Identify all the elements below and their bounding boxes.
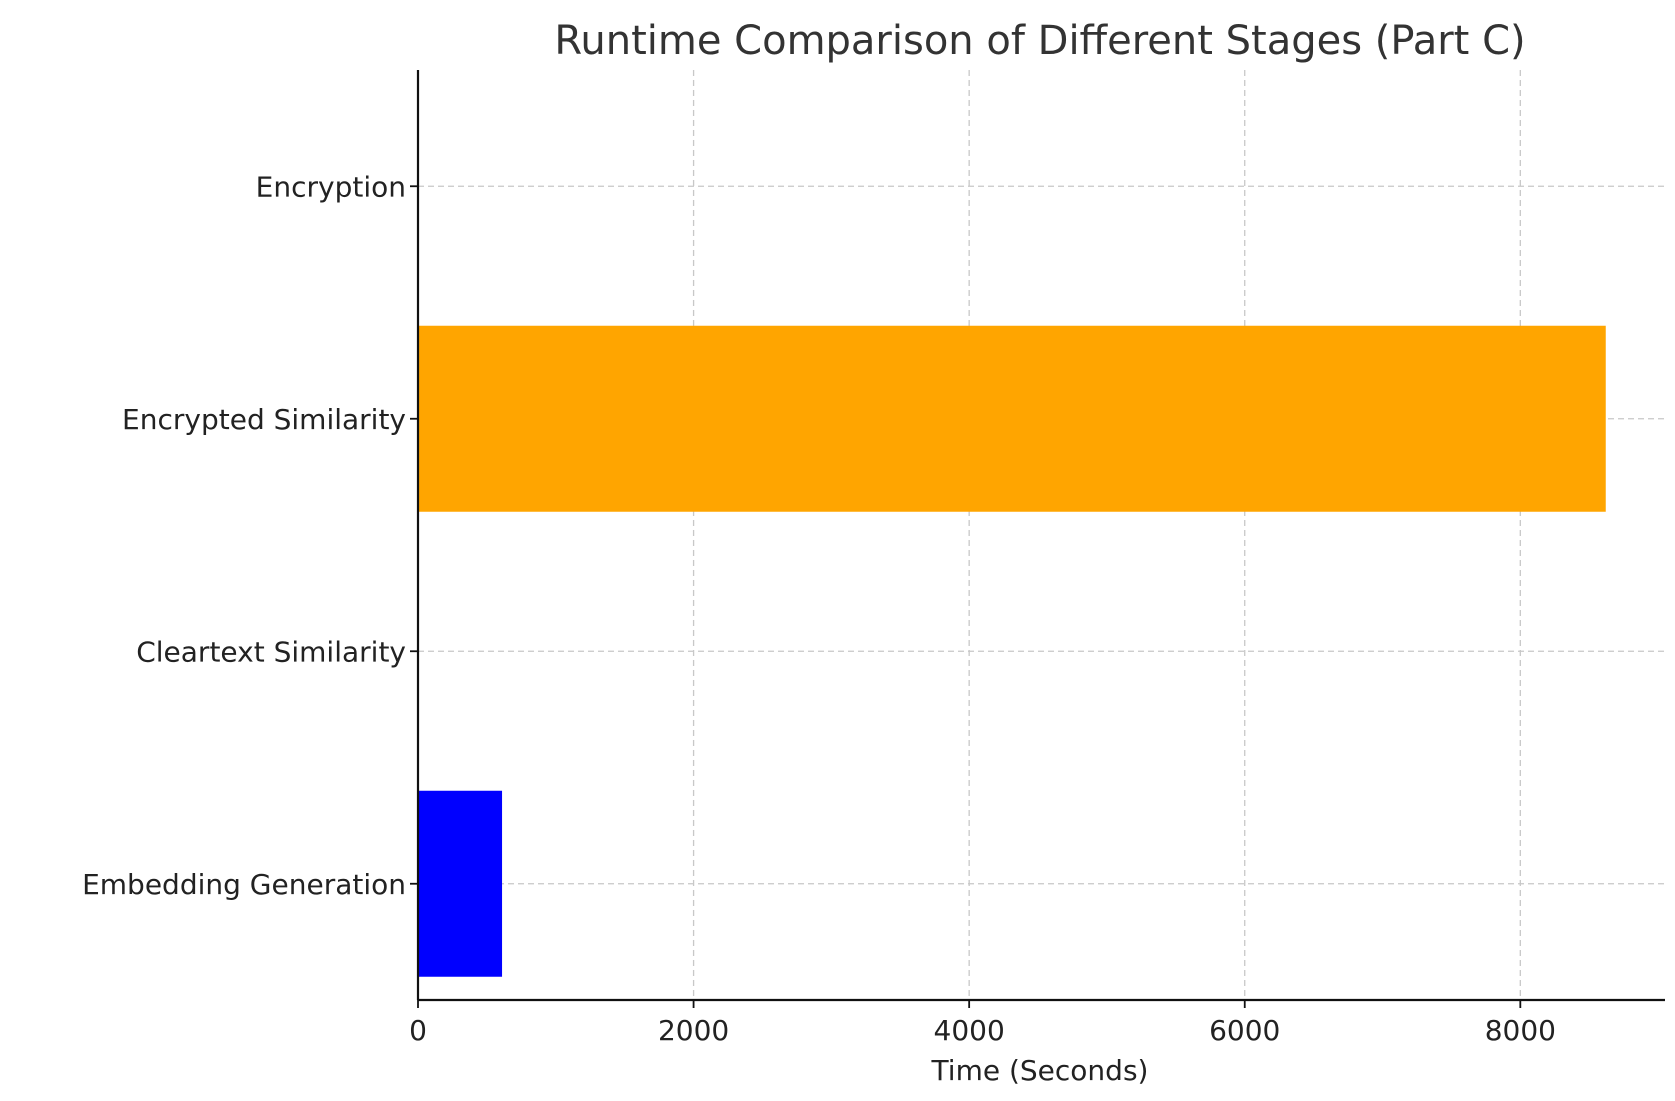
x-tick-label: 2000	[658, 1014, 729, 1047]
x-axis-label: Time (Seconds)	[931, 1054, 1149, 1087]
bar	[418, 325, 1606, 512]
grid	[418, 70, 1665, 1000]
x-tick-label: 6000	[1209, 1014, 1280, 1047]
bar	[418, 790, 503, 977]
ticks: 0 2000 4000 6000 8000 Embedding Generation Cle…	[82, 170, 1556, 1047]
chart-title: Runtime Comparison of Different Stages (…	[554, 18, 1525, 64]
x-tick-label: 0	[409, 1014, 427, 1047]
bars	[418, 93, 1606, 977]
x-tick-label: 8000	[1485, 1014, 1556, 1047]
x-tick-label: 4000	[934, 1014, 1005, 1047]
y-tick-label: Encryption	[256, 170, 406, 203]
y-tick-label: Encrypted Similarity	[122, 403, 406, 436]
axes	[416, 70, 1665, 1002]
y-tick-label: Cleartext Similarity	[136, 635, 406, 668]
y-tick-label: Embedding Generation	[82, 868, 406, 901]
